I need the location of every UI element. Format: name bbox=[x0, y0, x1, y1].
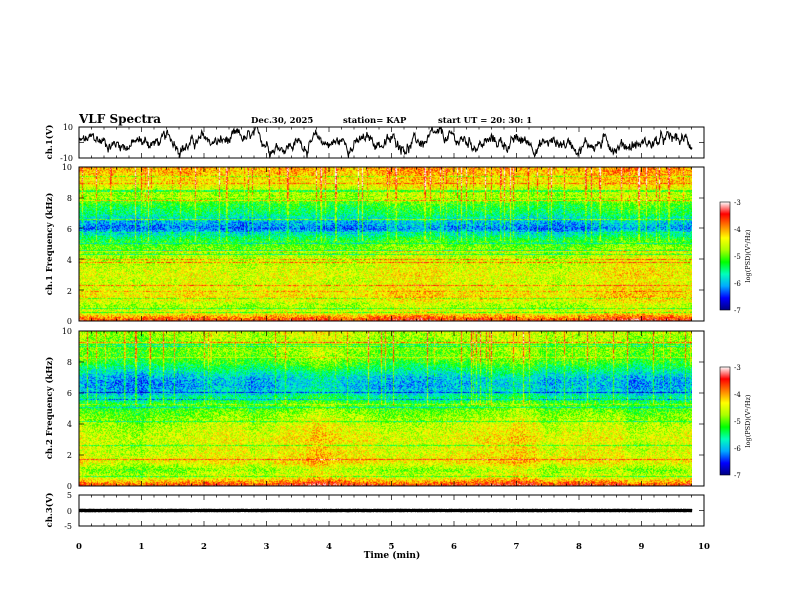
x-axis-tick-labels: 0 1 2 3 4 5 6 7 8 9 10 bbox=[76, 542, 710, 552]
ch2-ytick-6: 6 bbox=[67, 389, 72, 398]
ch3-ytick-bottom: -5 bbox=[64, 522, 72, 531]
x-tick-label-5: 5 bbox=[389, 542, 395, 552]
x-axis-label: Time (min) bbox=[364, 550, 421, 561]
ch1-colorbar-frame bbox=[719, 201, 731, 311]
ch2-cb-tick-m6: -6 bbox=[734, 445, 741, 453]
ch1-cb-tick-m7: -7 bbox=[734, 307, 741, 315]
ch1-ytick-2: 2 bbox=[67, 287, 72, 296]
ch1-waveform-ylabel: ch.1(V) bbox=[44, 125, 55, 160]
x-tick-label-3: 3 bbox=[264, 542, 270, 552]
ch2-cb-tick-m3: -3 bbox=[734, 364, 741, 372]
ch1-colorbar-label: log(PSD)(V²/Hz) bbox=[744, 229, 752, 282]
ch2-spectrogram-image bbox=[79, 331, 692, 486]
date-label: Dec.30, 2025 bbox=[251, 116, 313, 126]
ch1-ytick-bottom: -10 bbox=[60, 154, 73, 163]
ch1-cb-tick-m3: -3 bbox=[734, 199, 741, 207]
x-tick-label-4: 4 bbox=[326, 542, 332, 552]
ch2-colorbar-frame bbox=[719, 366, 731, 476]
ch1-ytick-4: 4 bbox=[67, 256, 72, 265]
station-label: station= KAP bbox=[343, 116, 407, 126]
ch1-ytick-6: 6 bbox=[67, 225, 72, 234]
ch1-waveform-panel: 10 -10 ch.1(V) bbox=[44, 123, 705, 163]
ch3-waveform-panel: 5 0 -5 ch.3(V) bbox=[44, 491, 705, 531]
ch2-ytick-2: 2 bbox=[67, 451, 72, 460]
ch2-cb-tick-m7: -7 bbox=[734, 472, 741, 480]
x-tick-label-2: 2 bbox=[201, 542, 207, 552]
start-time-label: start UT = 20: 30: 1 bbox=[438, 116, 532, 126]
ch1-cb-tick-m4: -4 bbox=[734, 226, 741, 234]
ch2-cb-tick-m4: -4 bbox=[734, 391, 741, 399]
ch1-cb-tick-m6: -6 bbox=[734, 280, 741, 288]
ch2-spectrogram-ylabel: ch.2 Frequency (kHz) bbox=[44, 357, 55, 460]
x-tick-label-6: 6 bbox=[451, 542, 457, 552]
x-tick-label-8: 8 bbox=[576, 542, 582, 552]
x-tick-label-9: 9 bbox=[639, 542, 645, 552]
ch3-ytick-zero: 0 bbox=[67, 507, 72, 516]
ch3-waveform-ticks bbox=[78, 495, 705, 526]
ch1-ytick-0: 0 bbox=[67, 317, 72, 326]
ch2-ytick-8: 8 bbox=[67, 358, 72, 367]
ch2-colorbar bbox=[720, 367, 730, 475]
ch2-spectrogram-panel: 0 2 4 6 8 10 ch.2 Frequency (kHz) -3 -4 … bbox=[44, 327, 752, 491]
ch3-waveform-trace bbox=[78, 508, 693, 513]
ch1-colorbar bbox=[720, 202, 730, 310]
ch2-ytick-4: 4 bbox=[67, 420, 72, 429]
ch3-waveform-ylabel: ch.3(V) bbox=[44, 493, 55, 528]
ch1-waveform-trace bbox=[78, 126, 693, 159]
ch2-ytick-0: 0 bbox=[67, 482, 72, 491]
ch2-cb-tick-m5: -5 bbox=[734, 418, 741, 426]
x-tick-label-1: 1 bbox=[139, 542, 145, 552]
ch1-spectrogram-panel: 0 2 4 6 8 10 ch.1 Frequency (kHz) -3 -4 … bbox=[44, 163, 752, 326]
ch1-waveform-ticks bbox=[78, 127, 705, 158]
ch1-ytick-top: 10 bbox=[63, 123, 73, 132]
ch2-ytick-10: 10 bbox=[62, 327, 72, 336]
ch1-ytick-10: 10 bbox=[62, 163, 72, 172]
ch1-spectrogram-ylabel: ch.1 Frequency (kHz) bbox=[44, 193, 55, 296]
x-tick-label-7: 7 bbox=[514, 542, 520, 552]
ch1-spectrogram-image bbox=[79, 167, 692, 321]
x-tick-label-10: 10 bbox=[698, 542, 710, 552]
figure-title: VLF Spectra bbox=[78, 112, 161, 126]
ch1-spectrogram-ticks bbox=[78, 166, 705, 322]
ch3-ytick-top: 5 bbox=[67, 491, 72, 500]
ch2-spectrogram-ticks bbox=[78, 330, 705, 487]
ch1-ytick-8: 8 bbox=[67, 194, 72, 203]
ch2-colorbar-label: log(PSD)(V²/Hz) bbox=[744, 394, 752, 447]
x-tick-label-0: 0 bbox=[76, 542, 82, 552]
ch1-cb-tick-m5: -5 bbox=[734, 253, 741, 261]
